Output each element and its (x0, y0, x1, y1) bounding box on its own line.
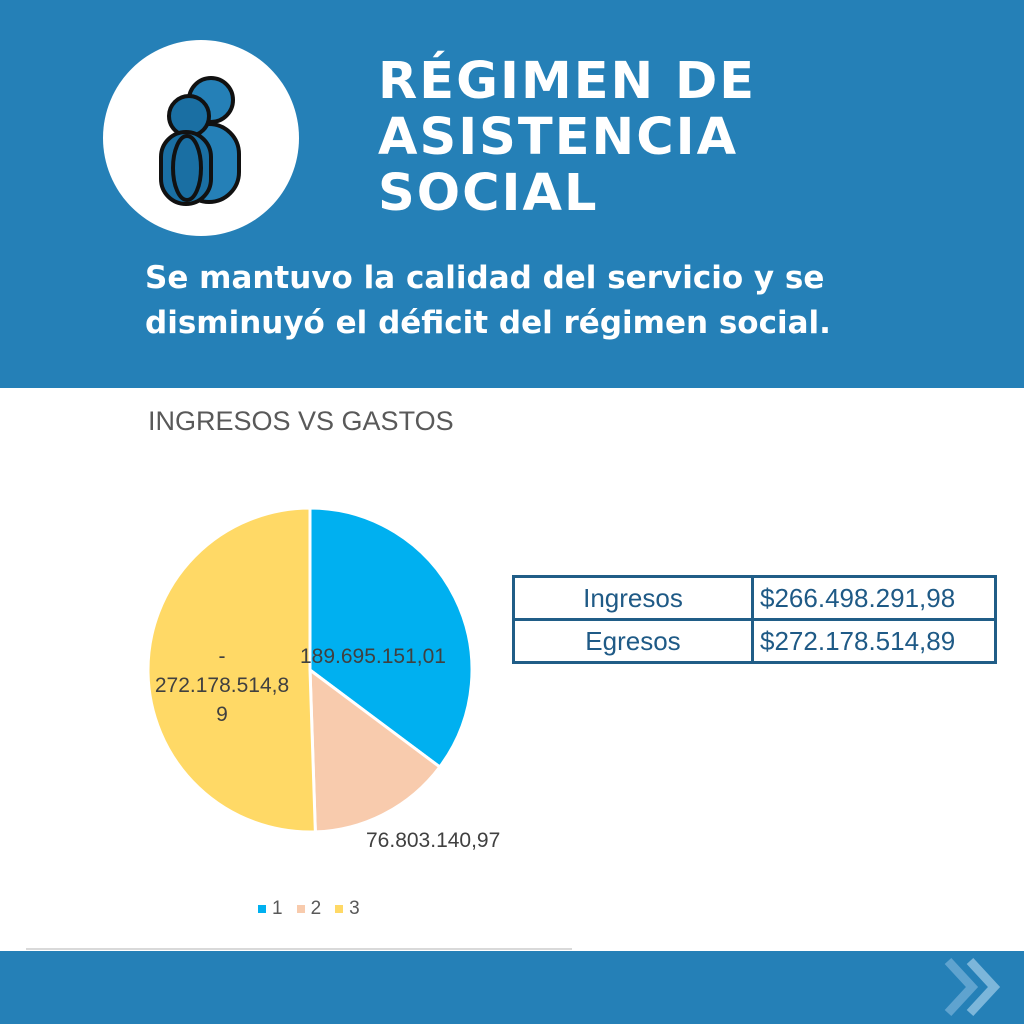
legend-label-1: 1 (272, 898, 283, 919)
row-value-ingresos: $266.498.291,98 (751, 575, 997, 621)
pie-slice-2 (308, 666, 442, 834)
page-subtitle: Se mantuvo la calidad del servicio y se … (145, 260, 831, 341)
chart-divider (26, 948, 572, 950)
pie-slice-1 (308, 506, 474, 770)
row-label-ingresos: Ingresos (512, 575, 754, 621)
pie-chart (146, 506, 474, 834)
legend-swatch-2 (296, 905, 305, 913)
legend-label-3: 3 (349, 898, 360, 919)
chart-title: INGRESOS VS GASTOS (148, 406, 454, 436)
double-chevron-right-icon[interactable] (938, 951, 1008, 1024)
table-row: Egresos $272.178.514,89 (512, 618, 997, 664)
people-icon (159, 76, 241, 206)
chart-legend: 1 2 3 (258, 898, 360, 920)
legend-item: 2 (296, 898, 322, 920)
legend-swatch-1 (258, 905, 266, 913)
pie-slice-3 (146, 506, 317, 834)
legend-label-2: 2 (310, 898, 322, 919)
page-title: RÉGIMEN DE ASISTENCIA SOCIAL (378, 52, 757, 223)
legend-item: 1 (258, 898, 283, 920)
footer-banner (0, 951, 1024, 1024)
row-value-egresos: $272.178.514,89 (751, 618, 997, 664)
row-label-egresos: Egresos (512, 618, 754, 664)
data-label-1: 189.695.151,01 (300, 645, 446, 668)
data-label-2: 76.803.140,97 (366, 829, 501, 852)
legend-swatch-3 (335, 905, 344, 913)
table-row: Ingresos $266.498.291,98 (512, 575, 997, 621)
header-banner: RÉGIMEN DE ASISTENCIA SOCIAL Se mantuvo … (0, 0, 1024, 388)
data-label-3: - 272.178.514,8 9 (154, 645, 290, 726)
logo-badge (103, 40, 299, 236)
legend-item: 3 (335, 898, 360, 920)
summary-table: Ingresos $266.498.291,98 Egresos $272.17… (512, 575, 997, 664)
